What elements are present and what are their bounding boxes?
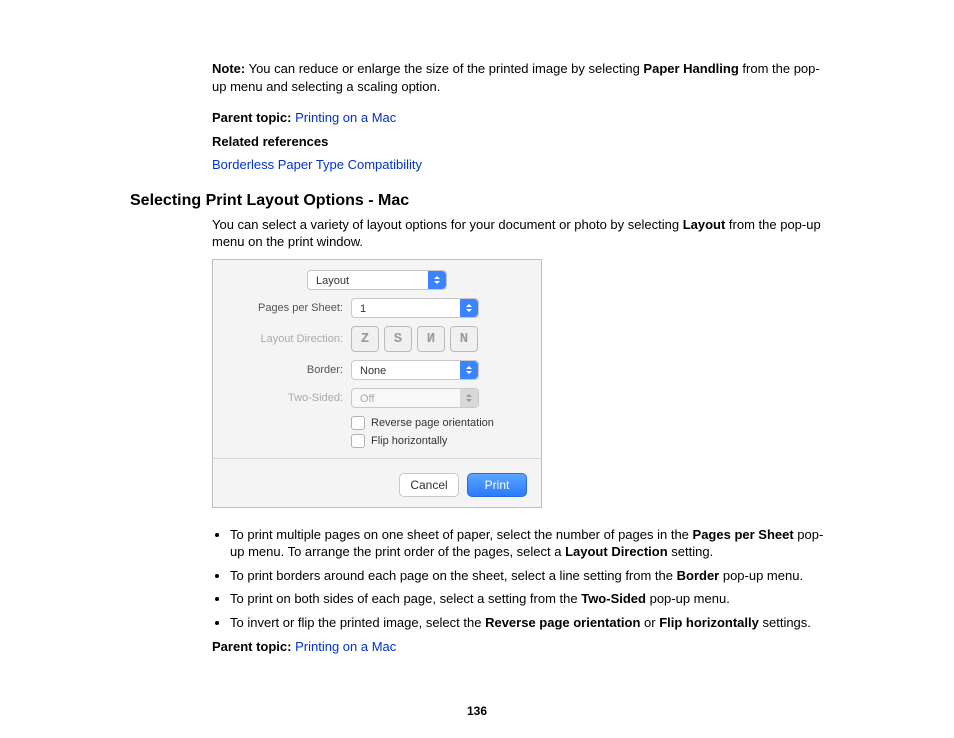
list-item: To print borders around each page on the… bbox=[230, 567, 834, 585]
parent-topic-row-2: Parent topic: Printing on a Mac bbox=[212, 638, 834, 656]
flip-horizontally-label: Flip horizontally bbox=[371, 435, 447, 447]
related-ref-link[interactable]: Borderless Paper Type Compatibility bbox=[212, 157, 422, 172]
chevron-updown-icon bbox=[460, 389, 478, 407]
parent-topic-label: Parent topic: bbox=[212, 639, 291, 654]
two-sided-select: Off bbox=[351, 388, 479, 408]
pages-per-sheet-select[interactable]: 1 bbox=[351, 298, 479, 318]
two-sided-label: Two-Sided: bbox=[231, 392, 351, 404]
instruction-list: To print multiple pages on one sheet of … bbox=[212, 526, 834, 632]
intro-bold: Layout bbox=[683, 217, 726, 232]
parent-topic-row: Parent topic: Printing on a Mac bbox=[212, 109, 834, 127]
cancel-button[interactable]: Cancel bbox=[399, 473, 459, 497]
page-number: 136 bbox=[0, 704, 954, 718]
layout-direction-option[interactable]: И bbox=[417, 326, 445, 352]
layout-direction-icons: Z S И N bbox=[351, 326, 478, 352]
border-label: Border: bbox=[231, 364, 351, 376]
pages-per-sheet-value: 1 bbox=[360, 303, 366, 315]
layout-direction-option[interactable]: Z bbox=[351, 326, 379, 352]
flip-horizontally-row[interactable]: Flip horizontally bbox=[351, 434, 523, 448]
print-layout-dialog: Layout Pages per Sheet: 1 Layout Directi… bbox=[212, 259, 542, 508]
layout-direction-label: Layout Direction: bbox=[231, 333, 351, 345]
intro-a: You can select a variety of layout optio… bbox=[212, 217, 683, 232]
chevron-updown-icon bbox=[428, 271, 446, 289]
list-item: To print on both sides of each page, sel… bbox=[230, 590, 834, 608]
parent-topic-link[interactable]: Printing on a Mac bbox=[295, 639, 396, 654]
pages-per-sheet-label: Pages per Sheet: bbox=[231, 302, 351, 314]
two-sided-value: Off bbox=[360, 393, 374, 405]
parent-topic-link[interactable]: Printing on a Mac bbox=[295, 110, 396, 125]
dialog-separator bbox=[213, 458, 541, 459]
parent-topic-label: Parent topic: bbox=[212, 110, 291, 125]
list-item: To invert or flip the printed image, sel… bbox=[230, 614, 834, 632]
checkbox-icon bbox=[351, 434, 365, 448]
related-refs-label: Related references bbox=[212, 133, 834, 151]
layout-direction-option[interactable]: S bbox=[384, 326, 412, 352]
note-text-a: You can reduce or enlarge the size of th… bbox=[245, 61, 643, 76]
list-item: To print multiple pages on one sheet of … bbox=[230, 526, 834, 561]
note-paragraph: Note: You can reduce or enlarge the size… bbox=[212, 60, 834, 95]
reverse-orientation-row[interactable]: Reverse page orientation bbox=[351, 416, 523, 430]
note-label: Note: bbox=[212, 61, 245, 76]
layout-direction-option[interactable]: N bbox=[450, 326, 478, 352]
intro-paragraph: You can select a variety of layout optio… bbox=[212, 216, 834, 251]
section-title: Selecting Print Layout Options - Mac bbox=[130, 192, 834, 210]
border-value: None bbox=[360, 365, 386, 377]
checkbox-icon bbox=[351, 416, 365, 430]
layout-menu-value: Layout bbox=[316, 275, 349, 287]
layout-menu-select[interactable]: Layout bbox=[307, 270, 447, 290]
reverse-orientation-label: Reverse page orientation bbox=[371, 417, 494, 429]
note-bold: Paper Handling bbox=[643, 61, 738, 76]
chevron-updown-icon bbox=[460, 361, 478, 379]
border-select[interactable]: None bbox=[351, 360, 479, 380]
print-button[interactable]: Print bbox=[467, 473, 527, 497]
chevron-updown-icon bbox=[460, 299, 478, 317]
